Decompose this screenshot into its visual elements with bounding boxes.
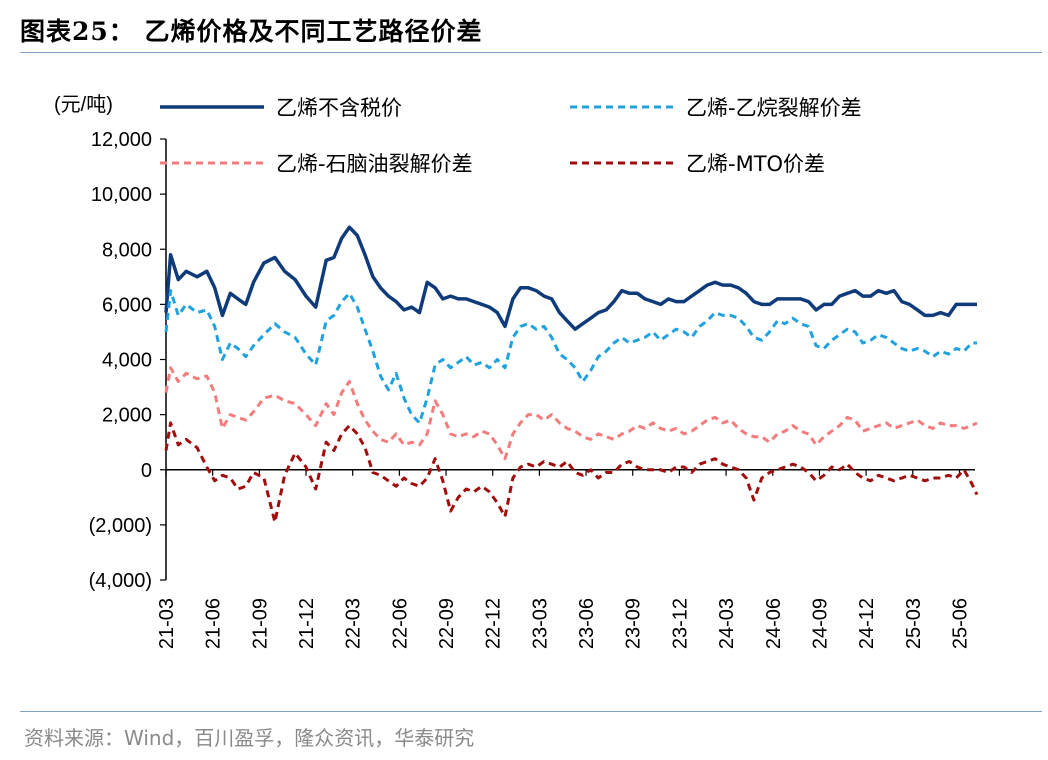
x-tick-label: 24-12 [856,598,878,649]
x-tick-label: 21-09 [249,598,271,649]
y-axis-unit-label: (元/吨) [54,93,113,116]
y-tick-label: 8,000 [102,239,152,261]
x-tick-label: 24-06 [763,598,785,649]
x-tick-label: 23-09 [623,598,645,649]
legend-label-2: 乙烯-乙烷裂解价差 [686,96,862,120]
y-tick-label: 0 [141,460,152,482]
x-tick-label: 24-09 [809,598,831,649]
header-rule [20,52,1042,53]
chart-title: 图表25： 乙烯价格及不同工艺路径价差 [20,17,483,46]
x-tick-label: 22-06 [389,598,411,649]
legend-label-3: 乙烯-石脑油裂解价差 [276,152,473,176]
x-tick-label: 24-03 [716,598,738,649]
source-note: 资料来源：Wind，百川盈孚，隆众资讯，华泰研究 [24,726,475,750]
x-axis: 21-03 21-06 21-09 21-12 22-03 22-06 22-09 22-12… [156,469,975,649]
y-tick-label: 10,000 [91,184,152,206]
series-lines [164,225,979,524]
x-tick-label: 22-12 [483,598,505,649]
y-axis: (4,000) (2,000) 0 2,000 4,000 6,000 8,000 10,00… [54,93,167,592]
series-line-4 [164,421,979,524]
x-tick-label: 25-03 [903,598,925,649]
x-tick-label: 23-03 [529,598,551,649]
y-tick-label: (2,000) [89,515,152,537]
y-tick-label: 2,000 [102,405,152,427]
series-line-2 [164,289,977,425]
legend-label-4: 乙烯-MTO价差 [686,152,825,176]
y-tick-label: 6,000 [102,294,152,316]
line-chart: (4,000) (2,000) 0 2,000 4,000 6,000 8,000 10,00… [54,93,979,649]
x-tick-label: 23-12 [669,598,691,649]
y-tick-label: 4,000 [102,350,152,372]
x-tick-label: 21-03 [156,598,178,649]
x-tick-label: 22-09 [436,598,458,649]
series-line-1 [164,225,977,331]
x-tick-label: 25-06 [949,598,971,649]
y-tick-label: (4,000) [89,570,152,592]
x-tick-label: 22-03 [343,598,365,649]
x-tick-label: 21-06 [203,598,225,649]
footer-rule [20,711,1042,712]
x-tick-label: 23-06 [576,598,598,649]
y-tick-label: 12,000 [91,129,152,151]
x-tick-label: 21-12 [296,598,318,649]
legend-label-1: 乙烯不含税价 [276,96,402,120]
series-line-3 [164,366,978,461]
